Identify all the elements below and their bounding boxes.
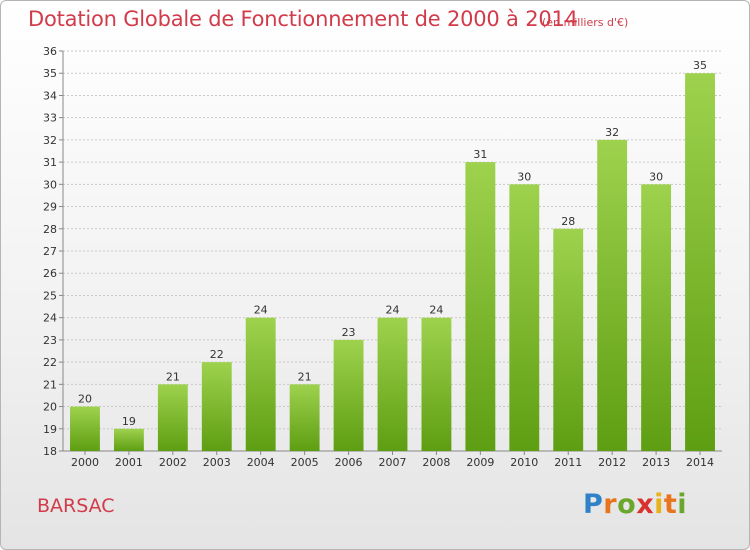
y-tick-label: 29 xyxy=(43,201,57,214)
bar-2006 xyxy=(333,339,364,451)
value-label-2000: 20 xyxy=(78,393,92,406)
bar-2005 xyxy=(289,384,320,451)
value-label-2014: 35 xyxy=(693,59,707,72)
value-label-2008: 24 xyxy=(429,304,443,317)
x-tick-label-2002: 2002 xyxy=(159,456,187,469)
y-tick-label: 32 xyxy=(43,134,57,147)
bar-2003 xyxy=(201,362,232,451)
value-label-2003: 22 xyxy=(210,348,224,361)
y-tick-label: 34 xyxy=(43,89,57,102)
y-tick-label: 25 xyxy=(43,289,57,302)
value-label-2011: 28 xyxy=(561,215,575,228)
x-tick-label-2007: 2007 xyxy=(379,456,407,469)
bar-2014 xyxy=(685,73,715,451)
value-label-2006: 23 xyxy=(342,326,356,339)
x-tick-label-2000: 2000 xyxy=(71,456,99,469)
y-tick-label: 18 xyxy=(43,445,57,458)
y-tick-label: 22 xyxy=(43,356,57,369)
x-tick-label-2012: 2012 xyxy=(598,456,626,469)
x-tick-label-2001: 2001 xyxy=(115,456,143,469)
bar-2012 xyxy=(597,139,628,451)
proxiti-logo[interactable]: Proxiti xyxy=(583,489,688,520)
y-tick-label: 33 xyxy=(43,112,57,125)
x-tick-label-2006: 2006 xyxy=(335,456,363,469)
value-label-2009: 31 xyxy=(473,148,487,161)
chart-subtitle: (en milliers d'€) xyxy=(542,16,629,29)
commune-name: BARSAC xyxy=(37,495,115,517)
chart-title: Dotation Globale de Fonctionnement de 20… xyxy=(28,7,578,31)
y-tick-label: 20 xyxy=(43,401,57,414)
y-tick-label: 19 xyxy=(43,423,57,436)
x-tick-label-2011: 2011 xyxy=(554,456,582,469)
value-label-2002: 21 xyxy=(166,370,180,383)
bar-2010 xyxy=(509,184,540,452)
bar-2008 xyxy=(421,317,452,451)
y-tick-label: 35 xyxy=(43,67,57,80)
x-tick-label-2010: 2010 xyxy=(510,456,538,469)
value-label-2007: 24 xyxy=(386,304,400,317)
x-tick-label-2008: 2008 xyxy=(422,456,450,469)
y-tick-label: 36 xyxy=(43,45,57,58)
value-label-2010: 30 xyxy=(517,170,531,183)
y-tick-label: 21 xyxy=(43,378,57,391)
x-tick-label-2004: 2004 xyxy=(247,456,275,469)
value-label-2005: 21 xyxy=(298,370,312,383)
y-tick-label: 28 xyxy=(43,223,57,236)
x-tick-label-2009: 2009 xyxy=(466,456,494,469)
y-tick-label: 23 xyxy=(43,334,57,347)
bar-2004 xyxy=(245,317,276,451)
bar-2000 xyxy=(70,406,100,451)
y-tick-label: 26 xyxy=(43,267,57,280)
y-tick-label: 30 xyxy=(43,178,57,191)
bar-2011 xyxy=(553,228,584,451)
x-tick-label-2014: 2014 xyxy=(686,456,714,469)
x-tick-label-2003: 2003 xyxy=(203,456,231,469)
bar-2013 xyxy=(641,184,672,452)
y-tick-label: 27 xyxy=(43,245,57,258)
bar-2002 xyxy=(157,384,188,451)
value-label-2013: 30 xyxy=(649,170,663,183)
value-label-2001: 19 xyxy=(122,415,136,428)
x-tick-label-2005: 2005 xyxy=(291,456,319,469)
value-label-2004: 24 xyxy=(254,304,268,317)
bar-2007 xyxy=(377,317,408,451)
bar-2001 xyxy=(113,428,144,451)
bar-2009 xyxy=(465,162,496,451)
y-tick-label: 31 xyxy=(43,156,57,169)
value-label-2012: 32 xyxy=(605,126,619,139)
x-tick-label-2013: 2013 xyxy=(642,456,670,469)
y-tick-label: 24 xyxy=(43,312,57,325)
